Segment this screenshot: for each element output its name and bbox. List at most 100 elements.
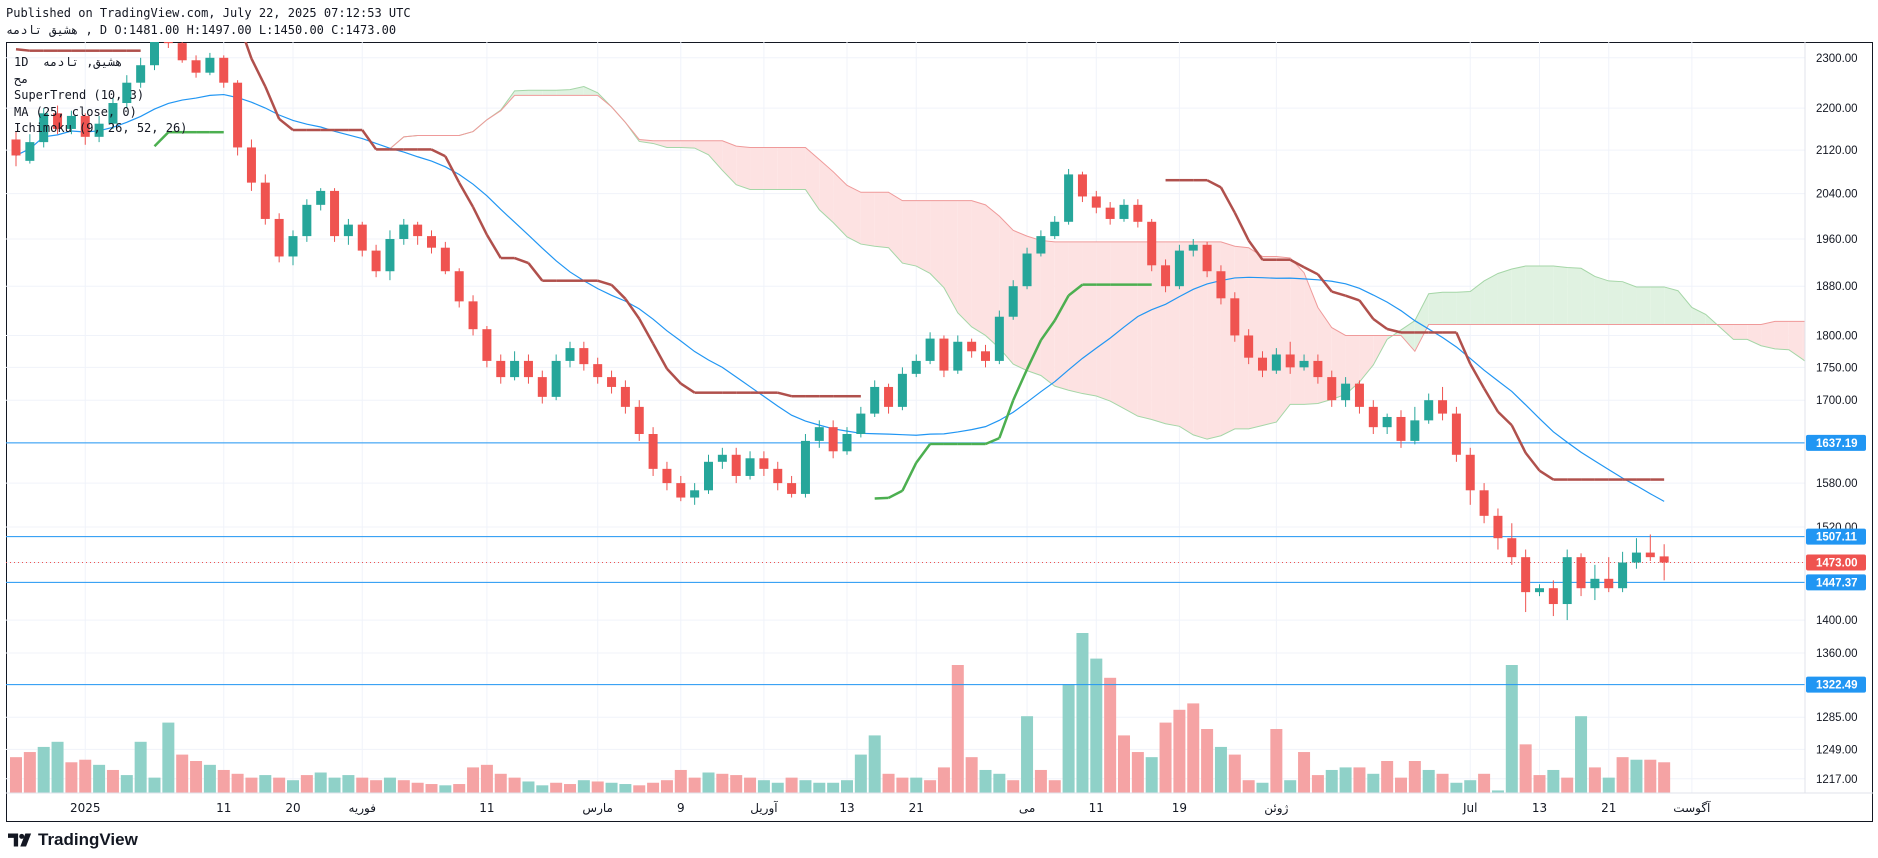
volume-bar bbox=[799, 780, 812, 793]
y-tick-label: 2040.00 bbox=[1816, 189, 1858, 201]
volume-bar bbox=[771, 782, 784, 793]
supertrend-segment bbox=[874, 496, 889, 500]
candle-body bbox=[510, 360, 520, 378]
candle-body bbox=[787, 483, 797, 494]
legend-moving-average[interactable]: MA (25, close, 0) bbox=[14, 104, 137, 119]
volume-bar bbox=[1007, 780, 1020, 793]
volume-bar bbox=[647, 782, 660, 793]
volume-bar bbox=[1270, 729, 1283, 793]
ohlc-readout: هشیق تادمه , D O:1481.00 H:1497.00 L:145… bbox=[6, 23, 397, 37]
chart-frame[interactable] bbox=[6, 42, 1873, 822]
volume-bar bbox=[1478, 773, 1491, 793]
ichimoku-cloud-segment bbox=[528, 90, 543, 96]
volume-bar bbox=[1118, 735, 1130, 793]
x-tick-label: Jul bbox=[1462, 801, 1477, 815]
supertrend-segment bbox=[777, 391, 792, 398]
candle-body bbox=[399, 224, 409, 239]
candle-body bbox=[246, 147, 256, 183]
volume-bar bbox=[1422, 769, 1435, 793]
ichimoku-cloud-segment bbox=[1608, 280, 1623, 325]
supertrend-segment bbox=[610, 284, 627, 300]
legend-symbol-interval: 1D هشیق, تادمه bbox=[14, 55, 123, 69]
ichimoku-cloud-segment bbox=[1387, 329, 1401, 340]
price-chart[interactable]: 2300.00 2200.00 2120.00 2040.00 1960.00 1880.… bbox=[0, 0, 1878, 830]
ichimoku-cloud-segment bbox=[1276, 256, 1291, 423]
candle-body bbox=[1396, 416, 1406, 441]
candle-body bbox=[288, 236, 298, 257]
candle-body bbox=[468, 301, 478, 330]
y-tick-label: 1473.00 bbox=[1816, 558, 1858, 570]
candle-body bbox=[233, 82, 243, 148]
candle-body bbox=[357, 224, 367, 251]
candle-body bbox=[343, 224, 353, 237]
ichimoku-cloud-segment bbox=[1040, 240, 1055, 387]
legend-exchange: مح bbox=[14, 71, 29, 86]
ichimoku-cloud-segment bbox=[1401, 320, 1415, 352]
x-tick-label: 11 bbox=[1089, 801, 1104, 815]
volume-bar bbox=[51, 741, 64, 793]
ichimoku-cloud-segment bbox=[1525, 266, 1540, 325]
tradingview-logo[interactable]: TradingView bbox=[8, 830, 138, 850]
x-tick-label: 21 bbox=[1601, 801, 1616, 815]
supertrend-segment bbox=[998, 399, 1015, 439]
candle-body bbox=[981, 351, 990, 361]
supertrend-segment bbox=[430, 148, 446, 158]
supertrend-segment bbox=[652, 343, 669, 370]
volume-bar bbox=[203, 764, 216, 793]
x-tick-label: فوریه bbox=[348, 801, 376, 816]
candle-body bbox=[1174, 250, 1184, 287]
candle-body bbox=[911, 360, 921, 374]
candle-body bbox=[177, 43, 187, 61]
volume-bar bbox=[744, 777, 757, 793]
candle-body bbox=[1036, 236, 1046, 254]
supertrend-segment bbox=[1524, 452, 1541, 472]
volume-bar bbox=[148, 777, 161, 793]
candle-body bbox=[537, 377, 547, 397]
volume-bar bbox=[619, 784, 632, 793]
volume-bar bbox=[106, 769, 119, 793]
candle-body bbox=[80, 115, 90, 137]
ichimoku-cloud-segment bbox=[1733, 324, 1748, 340]
ichimoku-cloud-segment bbox=[902, 200, 917, 267]
volume-bar bbox=[965, 757, 978, 793]
legend-supertrend[interactable]: SuperTrend (10, 3) bbox=[14, 88, 145, 102]
candle-body bbox=[219, 57, 229, 83]
volume-bar bbox=[522, 781, 535, 793]
ichimoku-cloud-segment bbox=[1193, 241, 1208, 440]
volume-bar bbox=[702, 772, 715, 793]
candle-body bbox=[1299, 360, 1309, 368]
ichimoku-cloud-segment bbox=[1137, 241, 1152, 420]
candle-body bbox=[385, 238, 395, 272]
volume-bar bbox=[1048, 780, 1061, 793]
candle-body bbox=[1285, 354, 1295, 368]
volume-bar bbox=[370, 780, 383, 793]
volume-bar bbox=[1464, 780, 1477, 793]
volume-bar bbox=[924, 780, 937, 793]
volume-bar bbox=[328, 777, 341, 793]
volume-bar bbox=[508, 777, 521, 793]
y-tick-label: 1285.00 bbox=[1816, 712, 1858, 724]
volume-bar bbox=[1339, 767, 1352, 793]
volume-bar bbox=[1214, 746, 1227, 793]
candle-body bbox=[759, 458, 769, 469]
volume-bar bbox=[93, 764, 106, 793]
volume-bar bbox=[259, 775, 272, 793]
candle-body bbox=[953, 341, 963, 371]
candle-body bbox=[662, 468, 672, 484]
candle-body bbox=[94, 123, 104, 137]
ichimoku-cloud-segment bbox=[916, 200, 931, 274]
volume-bar bbox=[550, 782, 563, 793]
supertrend-segment bbox=[278, 117, 294, 131]
ichimoku-cloud-segment bbox=[791, 147, 806, 190]
candle-body bbox=[25, 142, 35, 161]
ichimoku-cloud-segment bbox=[1220, 241, 1235, 436]
candle-body bbox=[1161, 265, 1171, 287]
legend-ichimoku[interactable]: Ichimoku (9, 26, 52, 26) bbox=[14, 121, 188, 135]
y-tick-label: 2200.00 bbox=[1816, 103, 1858, 115]
ichimoku-cloud-segment bbox=[847, 185, 861, 245]
y-tick-label: 1447.37 bbox=[1816, 577, 1858, 589]
supertrend-segment bbox=[666, 367, 682, 385]
candle-body bbox=[163, 42, 173, 44]
supertrend-segment bbox=[1345, 294, 1360, 302]
candle-body bbox=[66, 115, 76, 129]
